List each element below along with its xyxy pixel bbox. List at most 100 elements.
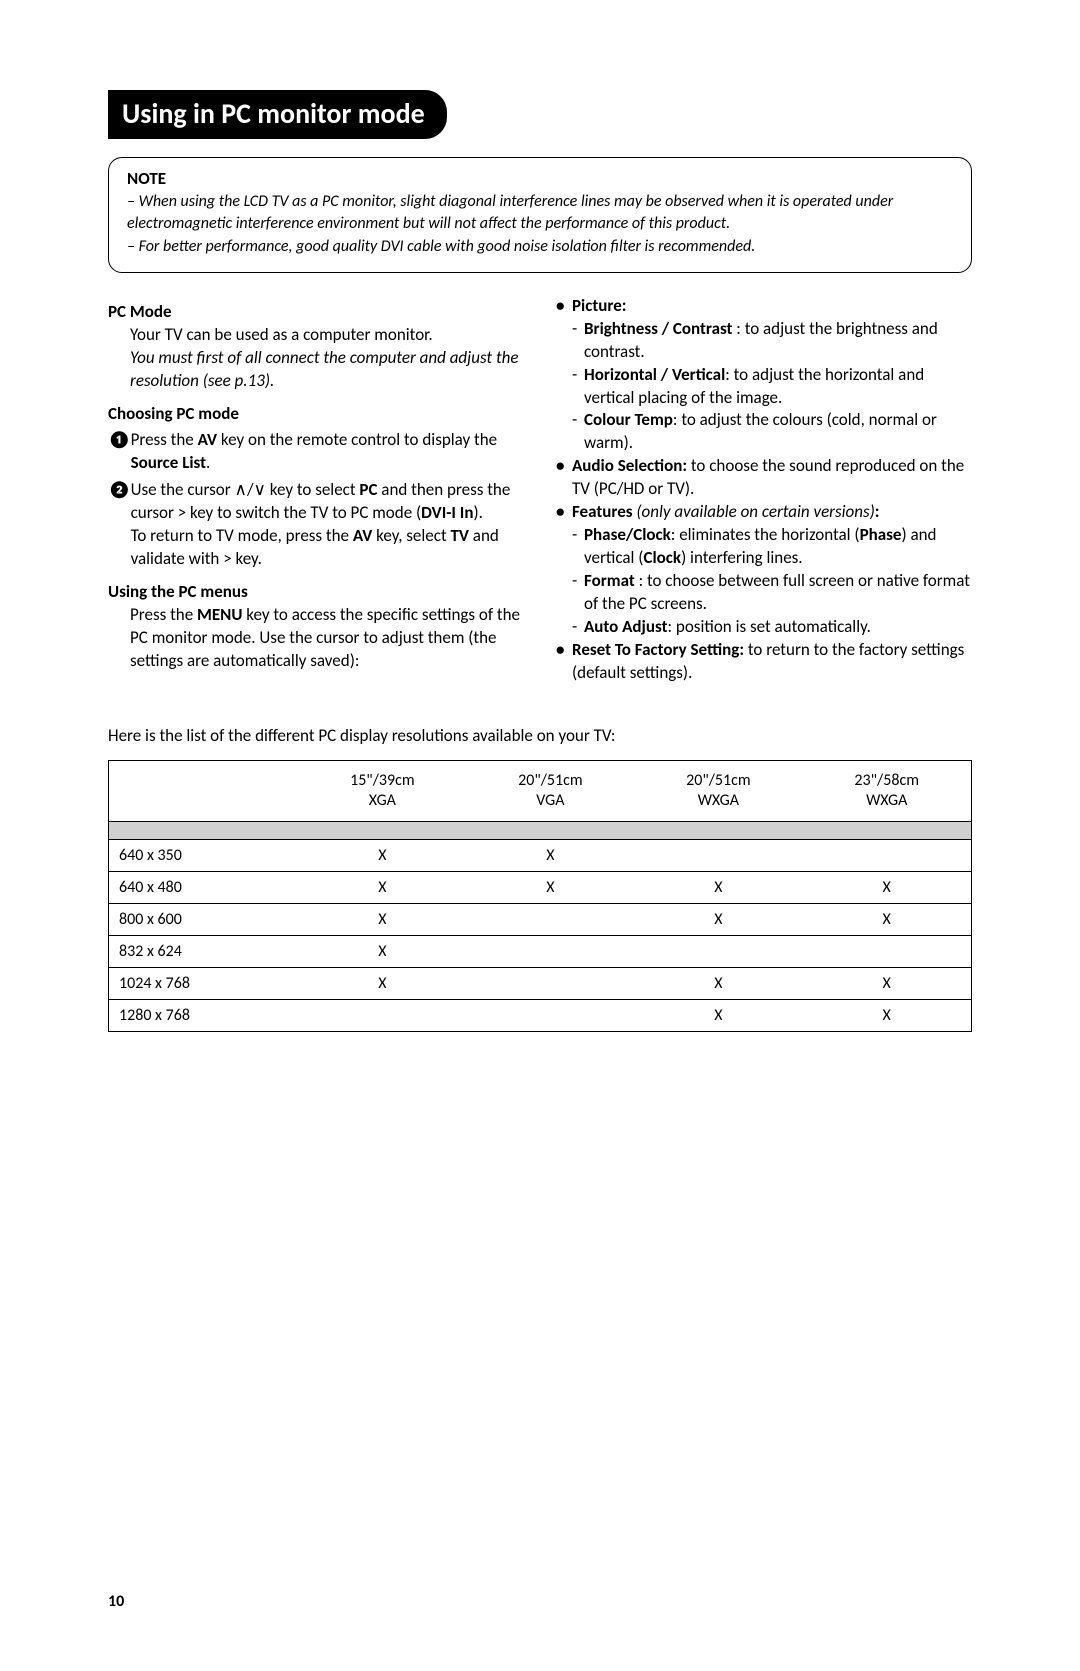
step2-ret-a: To return to TV mode, press the	[131, 525, 353, 546]
ct-head: Colour Temp	[584, 409, 673, 430]
aa-head: Auto Adjust	[584, 616, 668, 637]
dash-icon: -	[572, 616, 584, 639]
r2-label: 800 x 600	[109, 903, 299, 935]
r1c3: X	[802, 871, 971, 903]
note-box: NOTE – When using the LCD TV as a PC mon…	[108, 157, 972, 273]
page-number: 10	[108, 1592, 972, 1611]
col0-mode: XGA	[369, 791, 396, 810]
pc-mode-body: Your TV can be used as a computer monito…	[130, 324, 524, 393]
col-3: 23"/58cmWXGA	[802, 760, 971, 821]
bc-head: Brightness / Contrast	[584, 318, 732, 339]
r3c0: X	[298, 935, 466, 967]
step-1-text: Press the AV key on the remote control t…	[131, 429, 524, 475]
r4c2: X	[634, 967, 802, 999]
step1-c: .	[206, 452, 210, 473]
usingmenus-a: Press the	[130, 604, 197, 625]
dash-icon: -	[572, 524, 584, 547]
pc-a: : eliminates the horizontal (	[671, 524, 860, 545]
step2-dvi: DVI-I In	[421, 502, 473, 523]
bullet-icon: •	[556, 295, 572, 318]
table-header-row: 15"/39cmXGA 20"/51cmVGA 20"/51cmWXGA 23"…	[109, 760, 972, 821]
step2-ret-tv: TV	[450, 525, 468, 546]
col-2: 20"/51cmWXGA	[634, 760, 802, 821]
col1-size: 20"/51cm	[518, 771, 583, 790]
step2-pc: PC	[359, 479, 377, 500]
r1c1: X	[466, 871, 634, 903]
r0c2	[634, 839, 802, 871]
brightness-contrast-item: - Brightness / Contrast : to adjust the …	[572, 318, 972, 364]
table-row: 1280 x 768 X X	[109, 999, 972, 1031]
dash-icon: -	[572, 570, 584, 593]
r4c0: X	[298, 967, 466, 999]
features-bullet: • Features (only available on certain ve…	[556, 501, 972, 524]
aa-text: : position is set automatically.	[668, 616, 871, 637]
pc-head: Phase/Clock	[584, 524, 671, 545]
pc-mode-note: You must first of all connect the comput…	[130, 347, 519, 391]
step1-av: AV	[198, 429, 217, 450]
section-title: Using in PC monitor mode	[108, 90, 447, 139]
note-line-2: – For better performance, good quality D…	[127, 236, 953, 258]
col-1: 20"/51cmVGA	[466, 760, 634, 821]
r5-label: 1280 x 768	[109, 999, 299, 1031]
fmt-text: : to choose between full screen or nativ…	[584, 570, 970, 614]
r2c1	[466, 903, 634, 935]
content-columns: PC Mode Your TV can be used as a compute…	[108, 295, 972, 685]
using-menus-body: Press the MENU key to access the specifi…	[130, 604, 524, 673]
col2-size: 20"/51cm	[686, 771, 751, 790]
fmt-head: Format	[584, 570, 635, 591]
dash-icon: -	[572, 318, 584, 341]
resolution-table: 15"/39cmXGA 20"/51cmVGA 20"/51cmWXGA 23"…	[108, 760, 972, 1032]
col3-mode: WXGA	[866, 791, 907, 810]
r0c1: X	[466, 839, 634, 871]
table-spacer-row	[109, 821, 972, 839]
r3-label: 832 x 624	[109, 935, 299, 967]
table-row: 640 x 480 X X X X	[109, 871, 972, 903]
pc-phase: Phase	[860, 524, 902, 545]
step-2-text: Use the cursor ∧/∨ key to select PC and …	[131, 479, 524, 571]
reset-bullet: • Reset To Factory Setting: to return to…	[556, 639, 972, 685]
left-column: PC Mode Your TV can be used as a compute…	[108, 295, 524, 685]
step-1-number: ❶	[108, 429, 131, 452]
r1c2: X	[634, 871, 802, 903]
bullet-icon: •	[556, 639, 572, 662]
picture-bullet: • Picture:	[556, 295, 972, 318]
bullet-icon: •	[556, 501, 572, 524]
step1-a: Press the	[131, 429, 198, 450]
r2c2: X	[634, 903, 802, 935]
features-head: Features	[572, 501, 633, 522]
audio-head: Audio Selection:	[572, 455, 687, 476]
table-row: 1024 x 768 X X X	[109, 967, 972, 999]
r3c3	[802, 935, 971, 967]
reset-head: Reset To Factory Setting:	[572, 639, 744, 660]
pc-mode-text: Your TV can be used as a computer monito…	[130, 324, 433, 345]
step1-b: key on the remote control to display the	[217, 429, 497, 450]
step2-c: ).	[473, 502, 482, 523]
r1c0: X	[298, 871, 466, 903]
r4-label: 1024 x 768	[109, 967, 299, 999]
step-2: ❷ Use the cursor ∧/∨ key to select PC an…	[108, 479, 524, 571]
right-column: • Picture: - Brightness / Contrast : to …	[556, 295, 972, 685]
step2-ret-av: AV	[353, 525, 372, 546]
table-row: 640 x 350 X X	[109, 839, 972, 871]
r0c3	[802, 839, 971, 871]
r2c0: X	[298, 903, 466, 935]
r3c2	[634, 935, 802, 967]
r1-label: 640 x 480	[109, 871, 299, 903]
pc-mode-heading: PC Mode	[108, 301, 524, 324]
col0-size: 15"/39cm	[350, 771, 415, 790]
col-0: 15"/39cmXGA	[298, 760, 466, 821]
r0c0: X	[298, 839, 466, 871]
r5c0	[298, 999, 466, 1031]
table-intro: Here is the list of the different PC dis…	[108, 725, 972, 746]
step-1: ❶ Press the AV key on the remote control…	[108, 429, 524, 475]
step2-ret-b: key, select	[372, 525, 450, 546]
table-row: 800 x 600 X X X	[109, 903, 972, 935]
usingmenus-menu: MENU	[197, 604, 242, 625]
r0-label: 640 x 350	[109, 839, 299, 871]
features-note: (only available on certain versions)	[633, 501, 875, 522]
using-menus-heading: Using the PC menus	[108, 581, 524, 604]
table-row: 832 x 624 X	[109, 935, 972, 967]
step1-source: Source List	[131, 452, 206, 473]
step2-a: Use the cursor ∧/∨ key to select	[131, 479, 360, 500]
audio-bullet: • Audio Selection: to choose the sound r…	[556, 455, 972, 501]
